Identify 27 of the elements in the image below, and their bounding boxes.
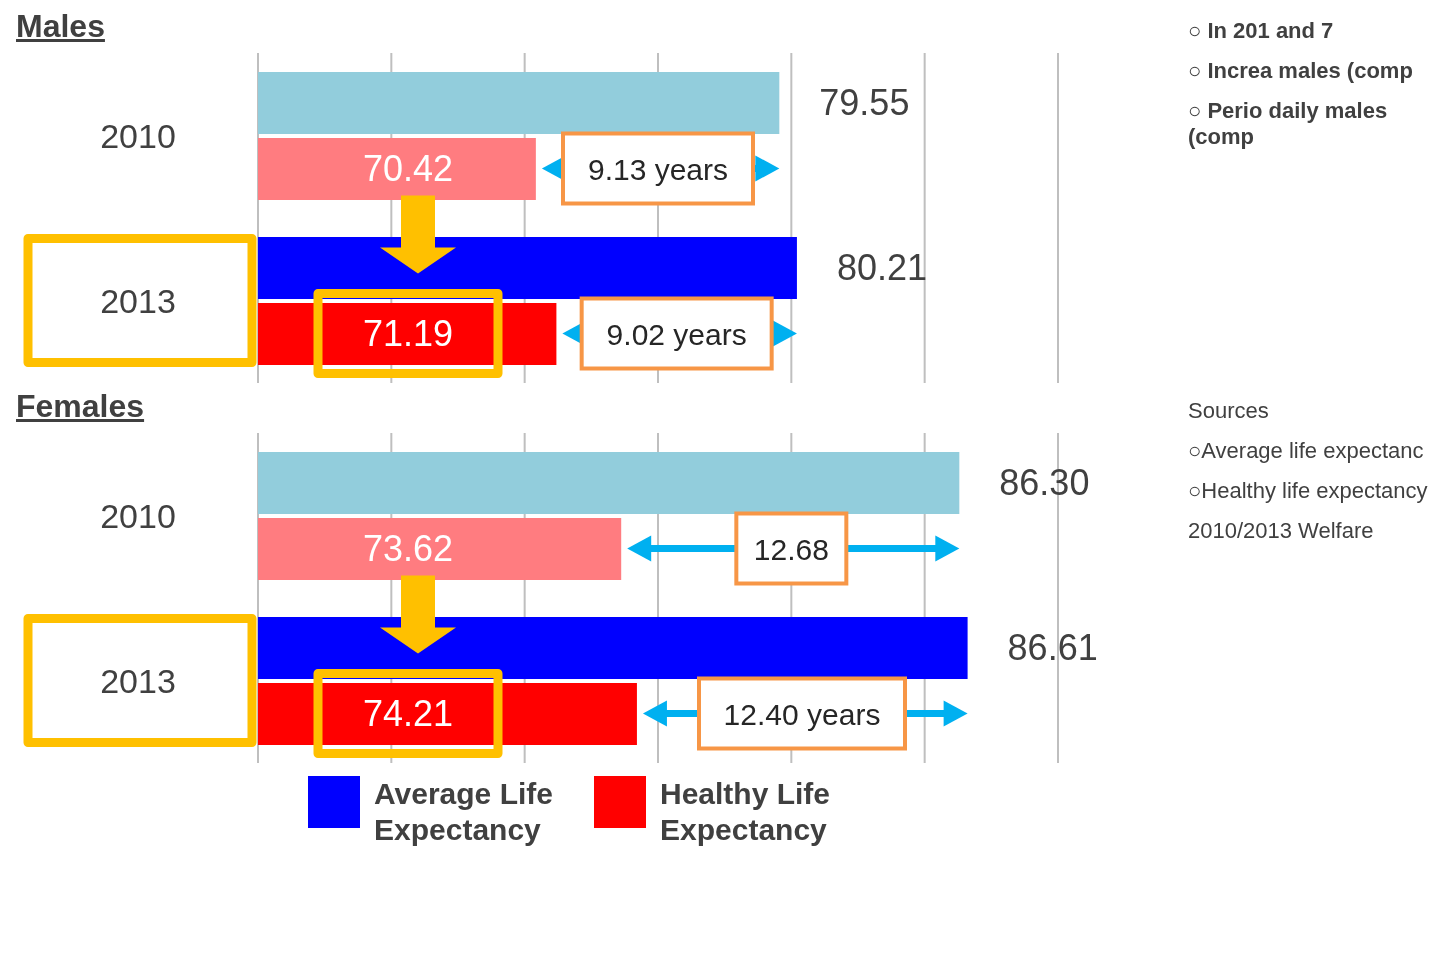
text: Sources xyxy=(1188,398,1270,424)
chart-title: Females xyxy=(15,388,146,426)
annotation: 9.02 years xyxy=(606,317,747,351)
text: ○ Perio daily males (comp xyxy=(1188,98,1389,150)
data-label: 74.21 xyxy=(362,693,454,734)
data-label: 71.19 xyxy=(362,313,454,354)
data-label: 86.61 xyxy=(1007,627,1098,668)
y-tick-label: 2013 xyxy=(100,661,176,700)
y-tick-label: 2013 xyxy=(100,281,176,320)
y-tick-label: 2010 xyxy=(100,496,176,535)
text: ○ Increa males (comp xyxy=(1188,58,1414,84)
legend-label: Average Life Expectancy xyxy=(374,776,554,848)
chart-title: Males xyxy=(15,8,106,46)
text: ○ In 201 and 7 xyxy=(1188,18,1335,44)
text: ○Average life expectanc xyxy=(1188,438,1425,464)
data-label: 80.21 xyxy=(836,247,928,288)
data-label: 70.42 xyxy=(362,148,454,189)
data-label: 73.62 xyxy=(362,528,454,569)
data-label: 86.30 xyxy=(999,462,1090,503)
data-label: 79.55 xyxy=(819,82,910,123)
y-tick-label: 2010 xyxy=(100,116,176,155)
text: ○Healthy life expectancy xyxy=(1188,478,1428,504)
annotation: 12.40 years xyxy=(723,697,881,731)
legend-label: Healthy Life Expectancy xyxy=(660,776,832,848)
text: 2010/2013 Welfare xyxy=(1188,518,1375,544)
annotation: 12.68 xyxy=(753,532,829,566)
annotation: 9.13 years xyxy=(587,152,729,186)
